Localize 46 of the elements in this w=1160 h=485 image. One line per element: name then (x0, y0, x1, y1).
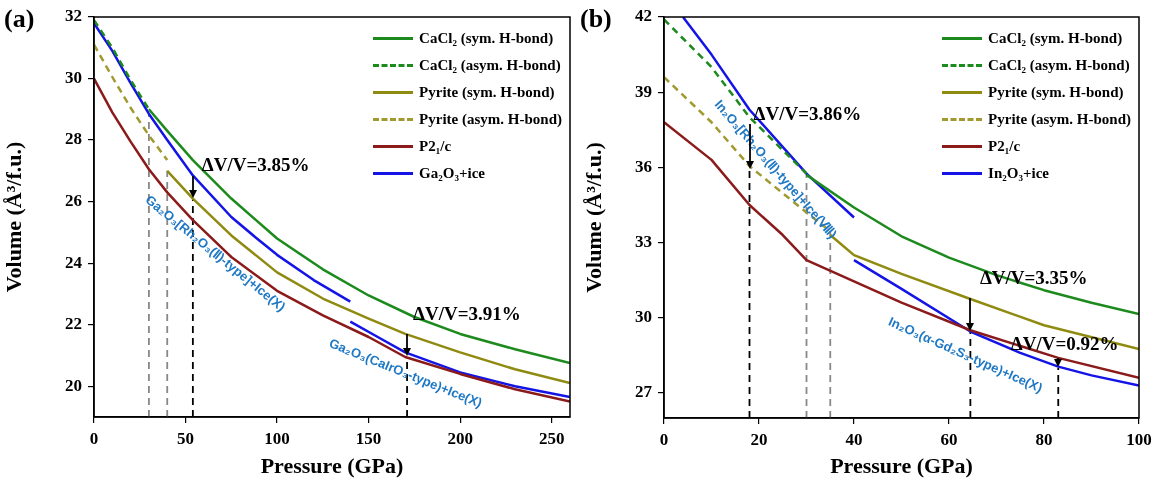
y-axis-title: Volume (Å³/f.u.) (0, 141, 26, 293)
legend-label: Ga₂O₃+ice (419, 165, 485, 182)
chart-title: (a) (4, 4, 35, 34)
y-tick-label: 26 (65, 191, 82, 211)
y-tick-label: 42 (635, 6, 652, 26)
annotation: ΔV/V=3.85% (201, 153, 310, 175)
x-axis-title: Pressure (GPa) (260, 453, 404, 479)
legend-label: Pyrite (asym. H-bond) (419, 111, 562, 128)
y-tick-label: 20 (65, 375, 82, 395)
annotation: ΔV/V=3.91% (413, 303, 521, 324)
x-tick-label: 80 (1035, 429, 1053, 449)
x-tick-label: 60 (940, 429, 958, 449)
x-tick-label: 200 (447, 428, 473, 448)
legend-label: Pyrite (sym. H-bond) (419, 84, 555, 101)
x-tick-label: 0 (659, 429, 669, 449)
x-tick-label: 100 (264, 428, 290, 448)
x-tick-label: 50 (177, 428, 195, 448)
y-tick-label: 36 (635, 156, 652, 176)
y-tick-label: 32 (65, 6, 82, 26)
x-tick-label: 100 (1126, 429, 1152, 449)
y-tick-label: 39 (635, 81, 652, 101)
legend-label: P2₁/c (988, 138, 1021, 155)
chart-title: (b) (580, 4, 612, 34)
legend-label: Pyrite (sym. H-bond) (988, 84, 1124, 101)
x-tick-label: 20 (750, 429, 768, 449)
y-tick-label: 27 (635, 382, 653, 402)
line-series (94, 43, 169, 162)
x-tick-label: 0 (89, 428, 99, 448)
legend-label: CaCl₂ (sym. H-bond) (988, 30, 1123, 47)
legend-label: CaCl₂ (asym. H-bond) (988, 57, 1130, 74)
x-tick-label: 40 (845, 429, 863, 449)
y-tick-label: 22 (65, 314, 82, 334)
legend-label: CaCl₂ (sym. H-bond) (419, 30, 554, 47)
x-tick-label: 150 (355, 428, 382, 448)
legend-label: In₂O₃+ice (988, 165, 1049, 182)
y-tick-label: 30 (635, 307, 652, 327)
legend-label: CaCl₂ (asym. H-bond) (419, 57, 561, 74)
x-axis-title: Pressure (GPa) (830, 453, 973, 479)
legend-label: P2₁/c (419, 138, 452, 155)
y-tick-label: 28 (65, 129, 82, 149)
y-axis-title: Volume (Å³/f.u.) (580, 142, 606, 293)
y-tick-label: 24 (65, 252, 83, 272)
y-tick-label: 33 (635, 231, 652, 251)
legend-label: Pyrite (asym. H-bond) (988, 111, 1131, 128)
y-tick-label: 30 (65, 67, 82, 87)
x-tick-label: 250 (538, 428, 565, 448)
